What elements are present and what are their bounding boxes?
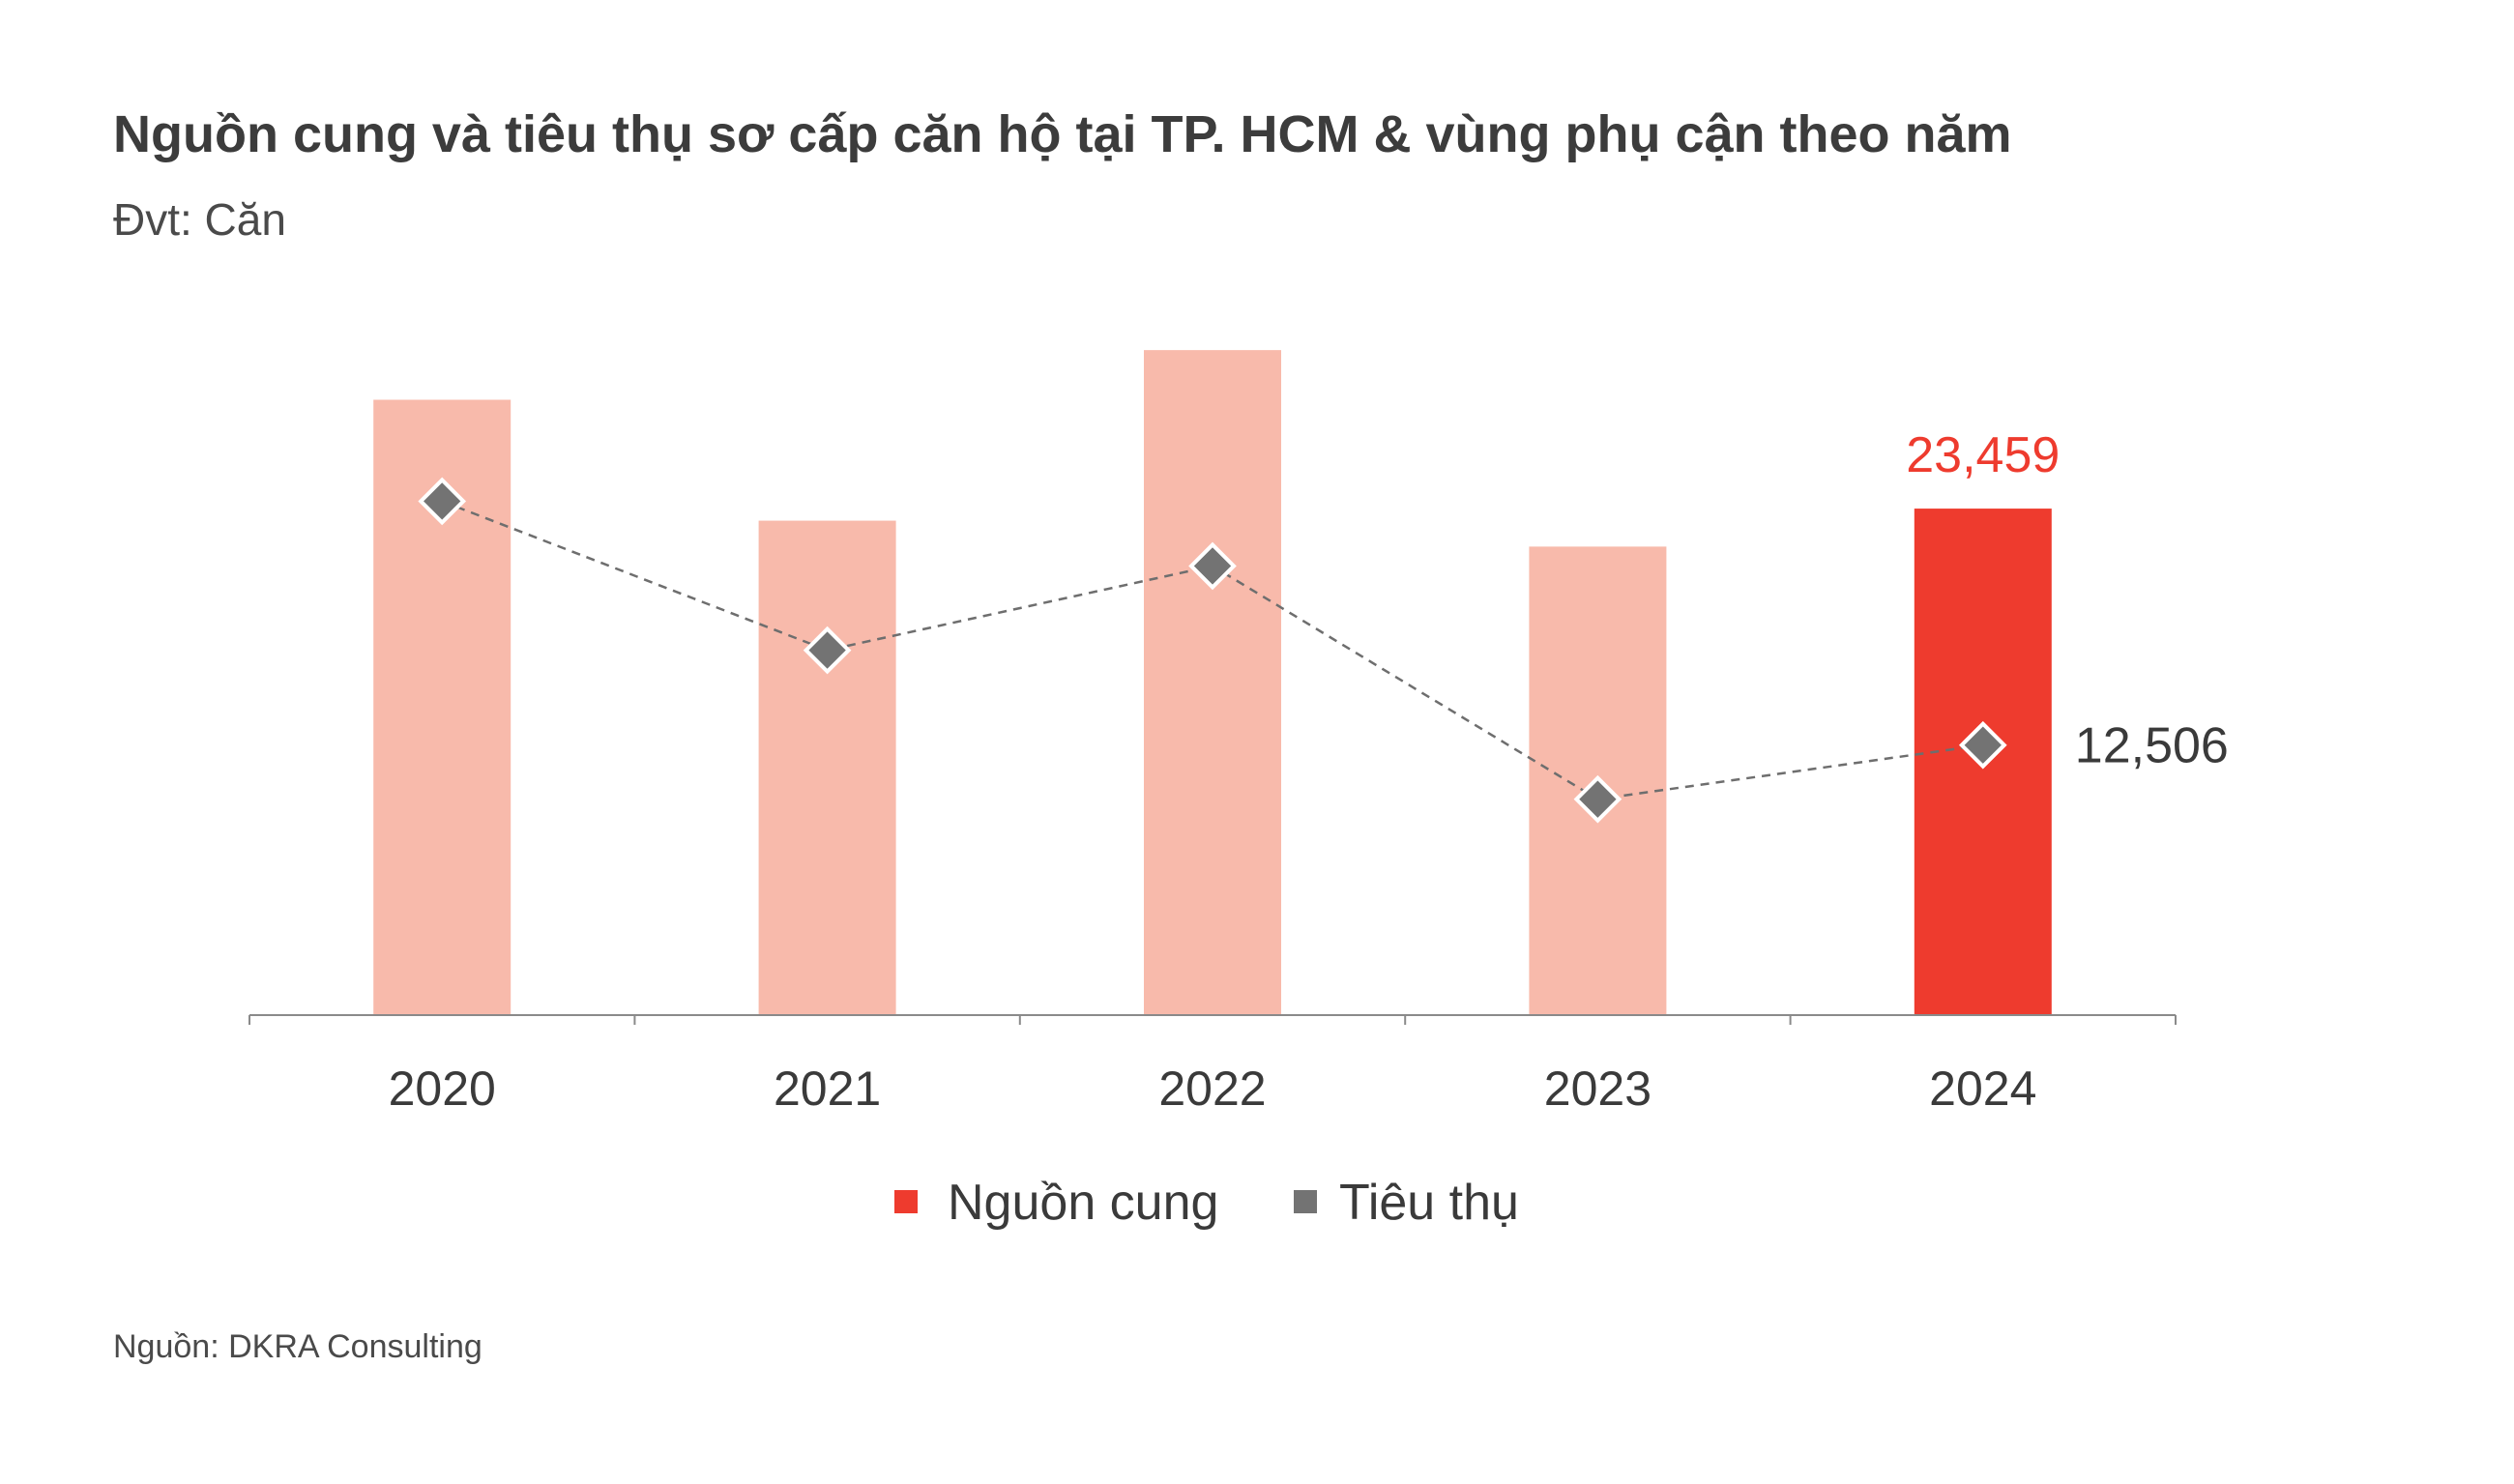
x-tick-label-2024: 2024 <box>1929 1062 2036 1116</box>
x-tick-label-2022: 2022 <box>1158 1062 1266 1116</box>
chart-title: Nguồn cung và tiêu thụ sơ cấp căn hộ tại… <box>113 105 2012 163</box>
consumption-marker-2022 <box>1188 541 1237 591</box>
consumption-marker-2020 <box>418 477 467 526</box>
consumption-marker-2023 <box>1573 774 1622 824</box>
consumption-data-label: 12,506 <box>2075 718 2229 774</box>
legend-label-consumption: Tiêu thụ <box>1339 1175 1519 1231</box>
x-tick-label-2020: 2020 <box>389 1062 496 1116</box>
legend: Nguồn cung Tiêu thụ <box>894 1175 1519 1231</box>
legend-label-supply: Nguồn cung <box>948 1175 1218 1231</box>
x-tick-label-2021: 2021 <box>774 1062 881 1116</box>
supply-bar-2022 <box>1144 350 1281 1016</box>
legend-swatch-supply <box>894 1190 918 1213</box>
supply-bar-2021 <box>758 520 896 1015</box>
x-tick-label-2023: 2023 <box>1544 1062 1652 1116</box>
source-note: Nguồn: DKRA Consulting <box>113 1328 482 1365</box>
consumption-marker-2021 <box>803 626 852 675</box>
x-axis: 2020 2021 2022 2023 2024 <box>248 1014 2177 1116</box>
consumption-marker-2024 <box>1958 720 2007 770</box>
chart-unit: Đvt: Căn <box>113 194 286 245</box>
supply-bars <box>373 350 2052 1016</box>
legend-swatch-consumption <box>1294 1190 1317 1213</box>
data-labels: 23,459 12,506 <box>1906 427 2229 774</box>
consumption-line-layer <box>418 477 2007 824</box>
supply-data-label: 23,459 <box>1906 427 2060 483</box>
